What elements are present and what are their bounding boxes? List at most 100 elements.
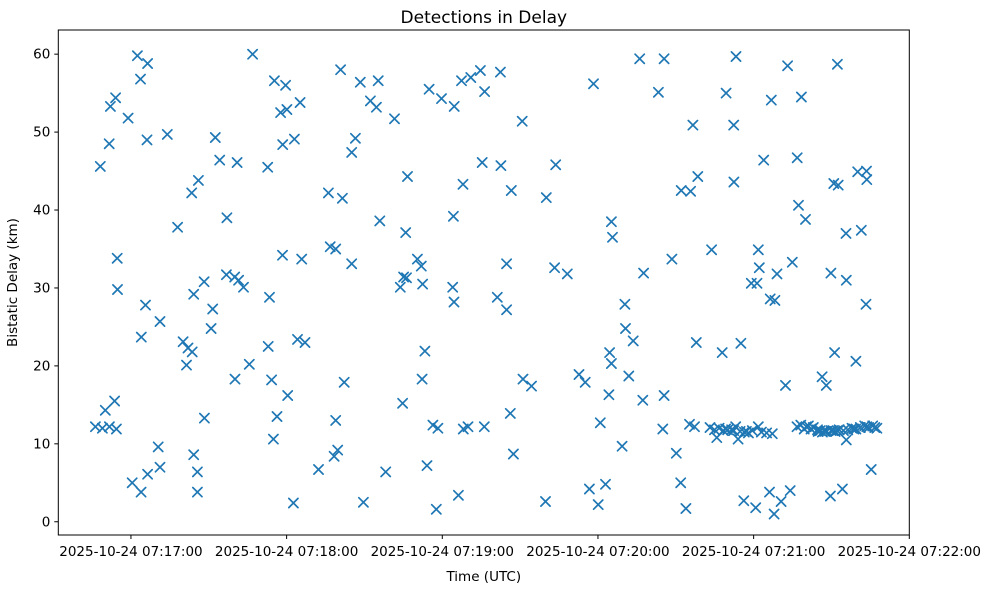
scatter-point <box>447 281 459 293</box>
scatter-point <box>328 450 340 462</box>
scatter-point <box>214 154 226 166</box>
scatter-point <box>282 390 294 401</box>
scatter-point <box>135 73 146 85</box>
scatter-point <box>603 389 615 401</box>
scatter-point <box>287 497 299 509</box>
scatter-point <box>122 112 134 124</box>
scatter-point <box>793 199 804 211</box>
scatter-point <box>140 299 151 311</box>
scatter-point <box>735 337 747 349</box>
scatter-point <box>652 86 664 98</box>
scatter-point <box>374 215 386 227</box>
scatter-point <box>605 358 617 369</box>
scatter-point <box>852 166 864 178</box>
scatter-point <box>684 418 695 430</box>
scatter-point <box>188 449 200 461</box>
scatter-point <box>135 331 147 343</box>
x-tick-label: 2025-10-24 07:18:00 <box>215 544 358 560</box>
scatter-point <box>592 499 604 511</box>
scatter-point <box>623 370 635 382</box>
scatter-point <box>855 224 867 236</box>
scatter-point <box>275 107 287 119</box>
scatter-point <box>186 346 198 358</box>
scatter-point <box>104 100 116 112</box>
scatter-point <box>172 221 184 233</box>
scatter-point <box>860 298 872 310</box>
scatter-point <box>861 165 872 177</box>
x-tick-label: 2025-10-24 07:20:00 <box>526 544 669 560</box>
scatter-point <box>419 345 431 357</box>
scatter-point <box>465 72 477 83</box>
scatter-point <box>448 296 460 308</box>
scatter-point <box>832 179 844 191</box>
scatter-point <box>616 440 628 452</box>
scatter-point <box>588 78 599 90</box>
scatter-point <box>221 212 233 224</box>
scatter-point <box>758 154 770 166</box>
scatter-point <box>268 75 280 87</box>
scatter-point <box>288 133 300 145</box>
scatter-point <box>505 185 517 196</box>
axes-box <box>57 29 910 536</box>
scatter-point <box>322 187 334 199</box>
scatter-point <box>154 316 166 327</box>
x-tick-label: 2025-10-24 07:22:00 <box>838 544 981 560</box>
scatter-point <box>198 412 210 424</box>
scatter-point <box>840 227 852 239</box>
scatter-point <box>231 157 243 168</box>
scatter-point <box>247 48 259 60</box>
scatter-point <box>746 425 758 437</box>
scatter-point <box>357 496 369 508</box>
scatter-point <box>110 92 122 104</box>
scatter-point <box>198 276 210 288</box>
scatter-point <box>330 414 342 426</box>
scatter-point <box>685 185 697 197</box>
scatter-point <box>401 272 412 284</box>
y-tick-label: 10 <box>33 436 50 452</box>
scatter-point <box>800 213 811 225</box>
scatter-point <box>690 337 702 348</box>
scatter-point <box>389 113 400 125</box>
scatter-point <box>177 336 189 348</box>
scatter-point <box>94 160 106 172</box>
scatter-point <box>349 132 361 144</box>
scatter-point <box>452 489 464 501</box>
scatter-point <box>730 51 742 62</box>
scatter-point <box>620 323 631 334</box>
scatter-point <box>111 252 123 264</box>
scatter-point <box>561 268 573 280</box>
scatter-point <box>416 373 428 385</box>
scatter-point <box>550 159 562 171</box>
scatter-point <box>752 244 764 256</box>
scatter-point <box>332 444 344 456</box>
scatter-point <box>751 277 763 289</box>
scatter-point <box>850 355 862 367</box>
scatter-point <box>299 337 311 348</box>
scatter-point <box>728 176 740 188</box>
scatter-point <box>457 178 469 190</box>
scatter-point <box>840 434 852 446</box>
scatter-point <box>638 267 650 279</box>
scatter-point <box>294 97 306 108</box>
scatter-point <box>354 76 366 88</box>
scatter-point <box>658 390 670 401</box>
scatter-point <box>271 411 283 422</box>
scatter-point <box>692 171 704 182</box>
scatter-point <box>764 486 775 498</box>
scatter-point <box>501 258 513 270</box>
scatter-point <box>780 379 791 391</box>
scatter-point <box>680 503 692 514</box>
scatter-point <box>795 91 807 103</box>
scatter-point <box>865 464 877 475</box>
scatter-point <box>436 93 447 105</box>
scatter-point <box>768 508 780 520</box>
scatter-point <box>280 79 292 91</box>
scatter-point <box>871 422 883 434</box>
scatter-point <box>657 423 669 435</box>
scatter-point <box>161 128 173 140</box>
scatter-point <box>264 291 275 303</box>
x-tick-label: 2025-10-24 07:21:00 <box>682 544 825 560</box>
scatter-point <box>181 359 192 371</box>
scatter-point <box>126 477 138 489</box>
scatter-point <box>209 132 221 143</box>
